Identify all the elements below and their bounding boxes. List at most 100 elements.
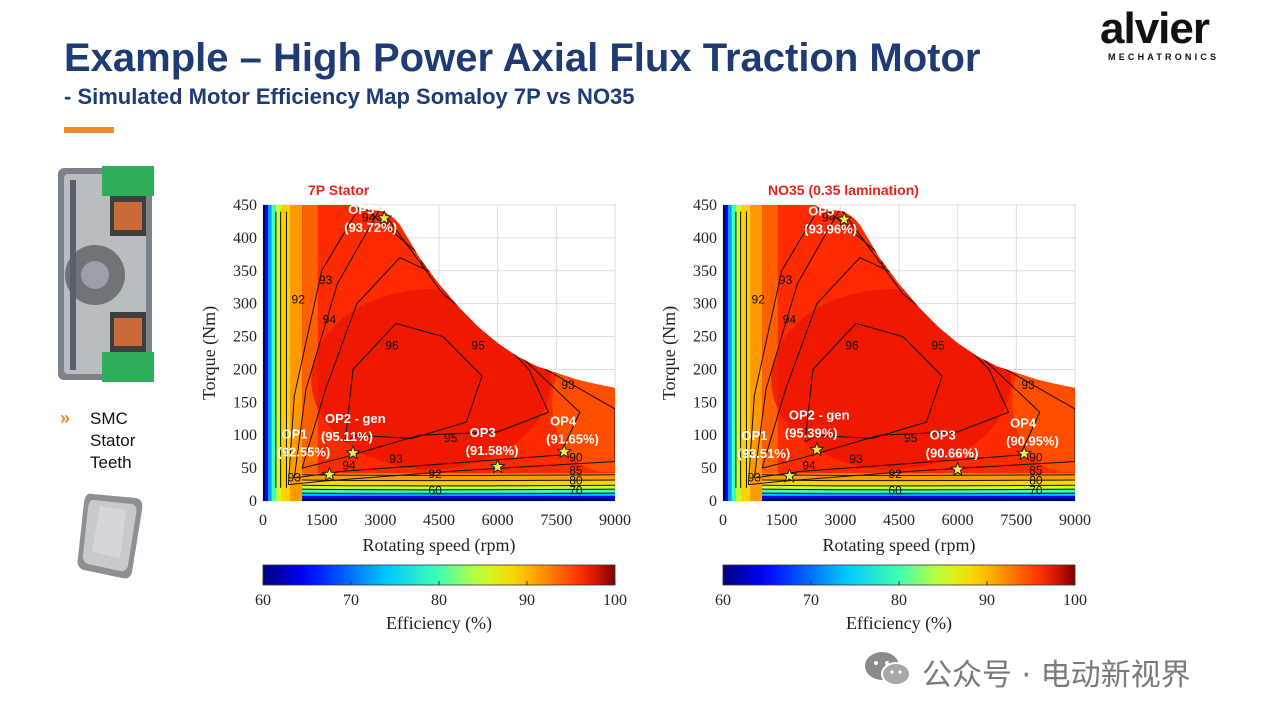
low-speed-band <box>263 205 266 501</box>
x-tick-label: 6000 <box>942 512 974 529</box>
watermark: 公众号 · 电动新视界 <box>860 648 1250 693</box>
low-speed-band <box>725 205 729 501</box>
y-tick-label: 250 <box>233 329 257 346</box>
contour-label: 93 <box>389 452 403 466</box>
x-tick-label: 0 <box>719 512 727 529</box>
x-tick-label: 7500 <box>540 512 572 529</box>
low-torque-band <box>302 489 615 493</box>
operating-point-name: OP5 <box>348 202 374 217</box>
x-tick-label: 3000 <box>824 512 856 529</box>
y-tick-label: 200 <box>693 361 717 378</box>
contour-label: 92 <box>292 293 306 307</box>
y-axis-label: Torque (Nm) <box>199 306 220 400</box>
colorbar-tick-label: 60 <box>715 592 731 609</box>
contour-label: 80 <box>569 474 583 488</box>
colorbar-tick-label: 80 <box>431 592 447 609</box>
y-tick-label: 400 <box>693 230 717 247</box>
slide-subtitle: - Simulated Motor Efficiency Map Somaloy… <box>64 84 635 109</box>
accent-bar <box>64 127 114 133</box>
contour-label: 94 <box>342 458 356 472</box>
operating-point-marker <box>376 209 393 225</box>
contour-label: 95 <box>444 431 458 445</box>
contour-label: 94 <box>783 312 797 326</box>
contour-line <box>762 492 1075 495</box>
smc-tooth-image <box>77 493 143 579</box>
y-axis-label: Torque (Nm) <box>659 306 680 400</box>
operating-point-efficiency: (95.39%) <box>785 426 838 441</box>
operating-point-name: OP2 - gen <box>789 408 850 423</box>
colorbar-tick-label: 80 <box>891 592 907 609</box>
low-torque-band <box>302 479 615 486</box>
low-speed-band <box>750 205 763 501</box>
contour-line <box>302 484 615 487</box>
colorbar-tick-label: 70 <box>803 592 819 609</box>
x-tick-label: 4500 <box>423 512 455 529</box>
y-tick-label: 0 <box>249 493 257 510</box>
operating-point-efficiency: (93.96%) <box>804 221 857 236</box>
operating-point-name: OP1 <box>281 427 307 442</box>
low-speed-band <box>728 205 732 501</box>
colorbar-label: Efficiency (%) <box>846 613 952 634</box>
low-speed-band <box>265 205 269 501</box>
contour-label: 93 <box>849 452 863 466</box>
contour-label: 90 <box>569 451 583 465</box>
low-torque-band <box>302 485 615 490</box>
low-torque-band <box>762 485 1075 490</box>
operating-point-efficiency: (90.95%) <box>1006 434 1059 449</box>
low-torque-band <box>762 489 1075 493</box>
efficiency-map-no35: NO35 (0.35 lamination) 94 95 94 95 96 93 93 94 92… <box>659 182 1091 634</box>
contour-label: 70 <box>569 483 583 497</box>
low-speed-band <box>268 205 272 501</box>
efficiency-map-7p: 7P Stator9495949596939394929593949392908… <box>199 182 631 634</box>
chart-title: 7P Stator <box>308 182 370 198</box>
low-speed-band <box>275 205 282 501</box>
operating-point-efficiency: (95.11%) <box>321 429 373 444</box>
contour-label: 85 <box>1029 464 1043 478</box>
operating-point-marker <box>1016 445 1033 461</box>
x-axis-label: Rotating speed (rpm) <box>823 535 976 556</box>
operating-point-name: OP4 <box>550 414 577 429</box>
contour-line <box>302 492 615 495</box>
contour-label: 96 <box>845 339 859 353</box>
contour-label: 94 <box>362 210 376 224</box>
contour-line <box>344 322 483 443</box>
contour-label: 60 <box>888 483 902 497</box>
contour-label: 92 <box>752 293 766 307</box>
low-torque-band <box>762 479 1075 486</box>
x-tick-label: 9000 <box>1059 512 1091 529</box>
contour-label: 85 <box>569 464 583 478</box>
contour-label: 80 <box>1029 474 1043 488</box>
bullet-marker: » <box>60 408 71 428</box>
y-tick-label: 50 <box>241 460 257 477</box>
x-tick-label: 4500 <box>883 512 915 529</box>
contour-label: 93 <box>1021 378 1035 392</box>
operating-point-marker <box>781 467 798 483</box>
contour-line <box>804 322 943 443</box>
operating-point-efficiency: (91.65%) <box>546 432 599 447</box>
x-tick-label: 3000 <box>364 512 396 529</box>
contour-line <box>762 488 1075 491</box>
y-tick-label: 450 <box>693 197 717 214</box>
x-tick-label: 6000 <box>482 512 514 529</box>
low-speed-band <box>271 205 276 501</box>
low-speed-band <box>290 205 303 501</box>
logo-wordmark: alvier <box>1100 4 1210 53</box>
y-tick-label: 350 <box>233 263 257 280</box>
x-tick-label: 0 <box>259 512 267 529</box>
low-speed-band <box>731 205 736 501</box>
operating-point-efficiency: (93.72%) <box>344 220 397 235</box>
contour-label: 92 <box>428 467 442 481</box>
contour-label: 93 <box>288 470 302 484</box>
x-axis-label: Rotating speed (rpm) <box>363 535 516 556</box>
contour-label: 93 <box>779 273 793 287</box>
contour-label: 94 <box>802 458 816 472</box>
operating-point-marker <box>808 441 825 457</box>
colorbar-tick-label: 90 <box>519 592 535 609</box>
operating-point-efficiency: (90.66%) <box>926 445 979 460</box>
x-tick-label: 7500 <box>1000 512 1032 529</box>
wechat-icon <box>865 652 911 686</box>
colorbar-label: Efficiency (%) <box>386 613 492 634</box>
operating-point-efficiency: (91.58%) <box>466 443 519 458</box>
slide-title: Example – High Power Axial Flux Traction… <box>64 36 981 80</box>
contour-label: 93 <box>748 470 762 484</box>
